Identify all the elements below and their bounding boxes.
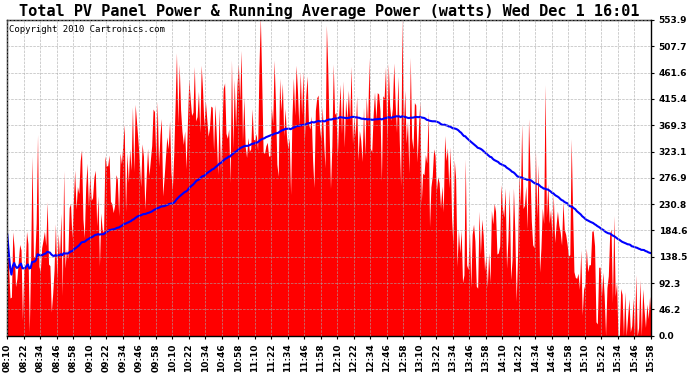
- Text: Copyright 2010 Cartronics.com: Copyright 2010 Cartronics.com: [8, 25, 164, 34]
- Title: Total PV Panel Power & Running Average Power (watts) Wed Dec 1 16:01: Total PV Panel Power & Running Average P…: [19, 3, 640, 19]
